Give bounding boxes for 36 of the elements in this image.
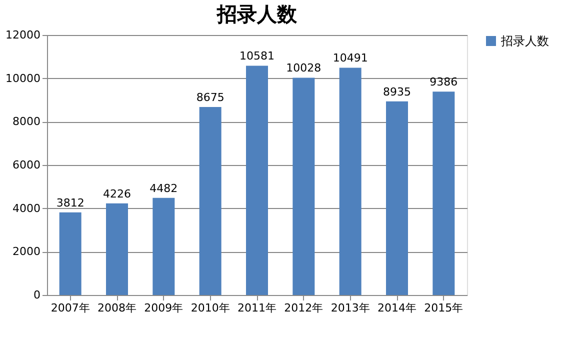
y-tick-label: 4000 [12,202,40,215]
x-tick-label: 2013年 [330,302,370,314]
y-tick-label: 2000 [12,245,40,258]
x-tick-label: 2008年 [98,302,136,314]
y-tick-label: 12000 [6,28,40,42]
x-tick-label: 2011年 [238,302,276,314]
data-label: 10491 [332,52,368,65]
bar [386,101,408,295]
data-label: 3812 [56,196,84,210]
y-tick-label: 6000 [12,158,40,172]
bar [292,78,315,295]
bar [432,92,455,295]
data-label: 4226 [103,187,131,200]
bar [106,203,128,295]
data-label: 9386 [430,76,458,89]
data-label: 4482 [150,182,178,195]
bar [246,66,268,295]
bar [199,107,222,295]
data-label: 10028 [286,62,322,75]
x-tick-label: 2007年 [50,302,90,314]
x-tick-label: 2014年 [378,302,416,314]
legend-label: 招录人数 [500,34,549,48]
bar [339,68,362,295]
data-label: 8675 [196,91,224,104]
x-tick-label: 2010年 [190,302,230,314]
y-tick-label: 8000 [12,115,40,128]
bar [59,212,82,295]
bar [152,198,175,295]
y-tick-label: 10000 [6,72,40,85]
x-tick-label: 2012年 [284,302,324,314]
data-label: 8935 [383,85,411,98]
data-label: 10581 [240,50,274,63]
x-tick-label: 2015年 [424,302,464,314]
chart-title: 招录人数 [216,2,298,26]
y-tick-label: 0 [34,288,40,302]
x-tick-label: 2009年 [144,302,184,314]
